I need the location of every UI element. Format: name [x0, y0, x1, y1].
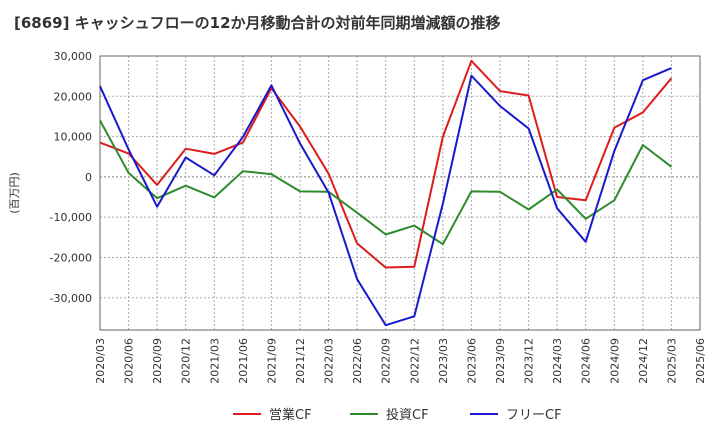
y-tick-label: 20,000 — [54, 90, 93, 103]
y-tick-label: 30,000 — [54, 50, 93, 63]
series-line-3 — [99, 67, 672, 327]
x-tick-label: 2020/06 — [123, 338, 136, 384]
legend-label-3: フリーCF — [506, 408, 562, 423]
x-tick-label: 2025/03 — [665, 338, 678, 384]
grid-lines — [99, 55, 701, 330]
x-tick-label: 2023/03 — [437, 338, 450, 384]
x-tick-label: 2024/03 — [551, 338, 564, 384]
x-tick-label: 2020/09 — [151, 338, 164, 384]
y-tick-labels: 30,000 20,000 10,000 0 -10,000 -20,000 -30,000 — [50, 50, 92, 305]
x-tick-label: 2024/09 — [608, 338, 621, 384]
x-tick-label: 2020/12 — [180, 338, 193, 384]
x-tick-label: 2022/12 — [408, 338, 421, 384]
x-tick-label: 2022/06 — [351, 338, 364, 384]
y-tick-label: -20,000 — [50, 251, 92, 264]
x-tick-label: 2021/12 — [294, 338, 307, 384]
x-tick-label: 2021/06 — [237, 338, 250, 384]
y-tick-label: 10,000 — [54, 131, 93, 144]
x-tick-label: 2020/03 — [94, 338, 107, 384]
x-tick-label: 2024/12 — [637, 338, 650, 384]
y-tick-label: -30,000 — [50, 292, 92, 305]
series-lines — [99, 59, 673, 327]
series-line-2 — [99, 120, 673, 246]
x-tick-labels: 2020/03 2020/06 2020/09 2020/12 2021/03 2021/… — [94, 338, 707, 384]
x-tick-label: 2023/06 — [465, 338, 478, 384]
x-tick-label: 2025/06 — [694, 338, 707, 384]
series-line-1 — [99, 59, 673, 269]
legend: 営業CF 投資CF フリーCF — [233, 407, 562, 423]
x-tick-label: 2021/03 — [208, 338, 221, 384]
y-tick-label: -10,000 — [50, 211, 92, 224]
plot-frame — [99, 55, 701, 331]
x-tick-label: 2023/09 — [494, 338, 507, 384]
x-tick-label: 2022/09 — [380, 338, 393, 384]
legend-label-2: 投資CF — [386, 407, 429, 423]
legend-label-1: 営業CF — [269, 407, 312, 423]
y-axis-label: (百万円) — [8, 172, 21, 214]
y-tick-label: 0 — [85, 171, 92, 184]
x-tick-label: 2024/06 — [580, 338, 593, 384]
chart-title: [6869] キャッシュフローの12か月移動合計の対前年同期増減額の推移 — [14, 14, 501, 32]
x-tick-label: 2023/12 — [523, 338, 536, 384]
x-tick-label: 2021/09 — [265, 338, 278, 384]
x-tick-label: 2022/03 — [323, 338, 336, 384]
